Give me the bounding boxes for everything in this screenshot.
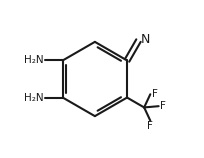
Text: F: F bbox=[147, 121, 153, 131]
Text: N: N bbox=[140, 33, 150, 46]
Text: F: F bbox=[160, 101, 166, 111]
Text: H₂N: H₂N bbox=[24, 55, 44, 65]
Text: F: F bbox=[152, 89, 158, 99]
Text: H₂N: H₂N bbox=[24, 93, 44, 103]
